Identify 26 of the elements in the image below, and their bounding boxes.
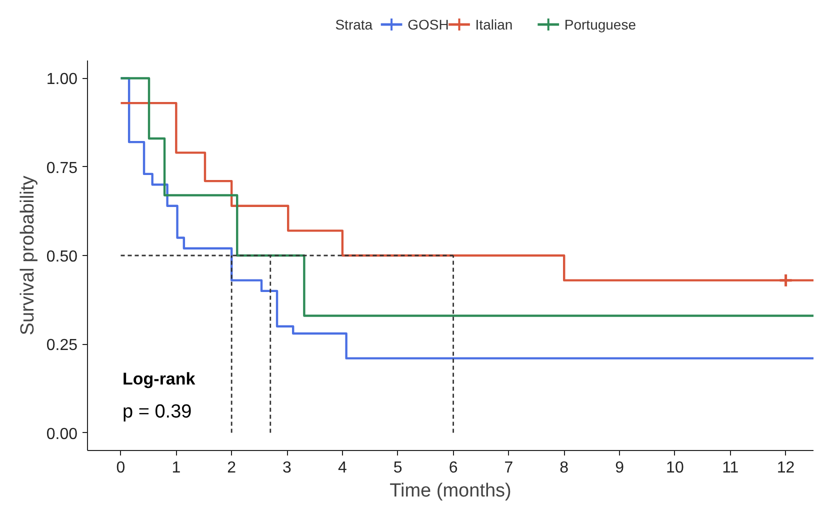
legend-label: GOSH (408, 16, 449, 32)
x-tick-label: 4 (338, 460, 347, 476)
x-tick-label: 9 (615, 460, 624, 476)
x-tick-label: 1 (172, 460, 181, 476)
x-tick-label: 3 (282, 460, 292, 476)
x-tick-label: 10 (666, 460, 684, 476)
x-tick-label: 5 (393, 460, 402, 476)
y-tick-label: 1.00 (46, 71, 78, 88)
x-tick-label: 11 (722, 460, 739, 476)
x-tick-label: 6 (448, 460, 458, 476)
y-tick-label: 0.50 (46, 248, 78, 266)
x-axis-title: Time (months) (390, 480, 512, 502)
y-tick-label: 0.00 (46, 426, 78, 443)
x-tick-label: 2 (227, 460, 236, 476)
x-tick-label: 0 (116, 460, 126, 476)
annotation: Log-rank (122, 370, 196, 388)
annotation: p = 0.39 (122, 402, 192, 422)
y-axis-title: Survival probability (17, 175, 38, 336)
y-tick-label: 0.25 (46, 337, 78, 354)
legend-label: Italian (475, 16, 513, 32)
legend-label: Portuguese (564, 16, 636, 32)
x-tick-label: 12 (776, 460, 795, 476)
x-tick-label: 8 (560, 460, 569, 476)
legend-title: Strata (335, 16, 373, 32)
y-tick-label: 0.75 (46, 160, 78, 177)
x-tick-label: 7 (504, 460, 514, 476)
